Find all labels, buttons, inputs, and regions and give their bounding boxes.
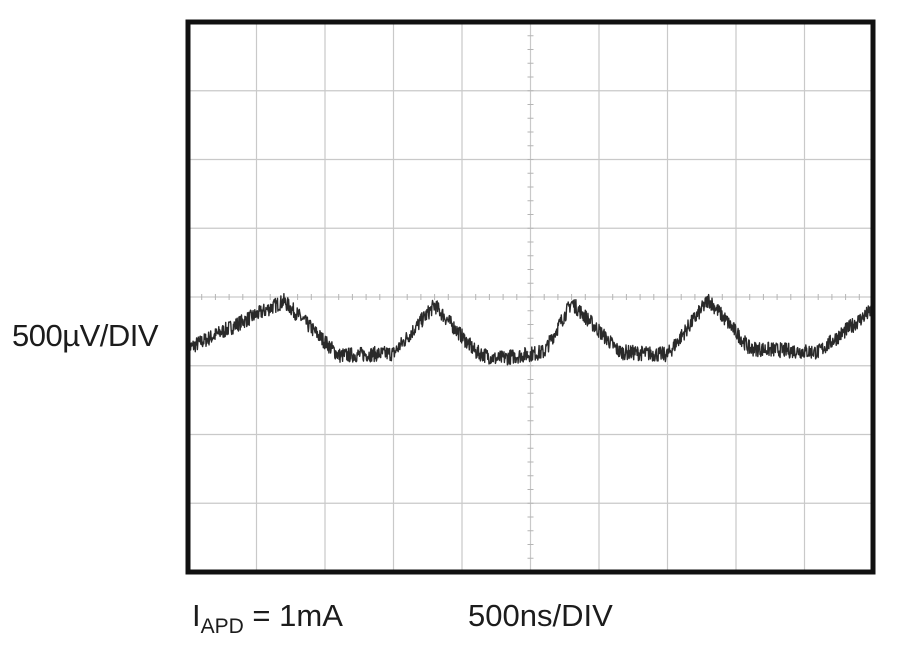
plot-frame	[185, 19, 876, 575]
waveform-trace	[187, 293, 874, 366]
apd-current-condition: IAPD = 1mA	[192, 598, 343, 639]
condition-value: = 1mA	[243, 598, 343, 633]
horizontal-scale-label: 500ns/DIV	[468, 598, 613, 633]
condition-symbol: I	[192, 598, 201, 633]
condition-subscript: APD	[200, 615, 244, 638]
trace-layer	[187, 293, 874, 366]
vertical-scale-label: 500µV/DIV	[12, 318, 159, 353]
